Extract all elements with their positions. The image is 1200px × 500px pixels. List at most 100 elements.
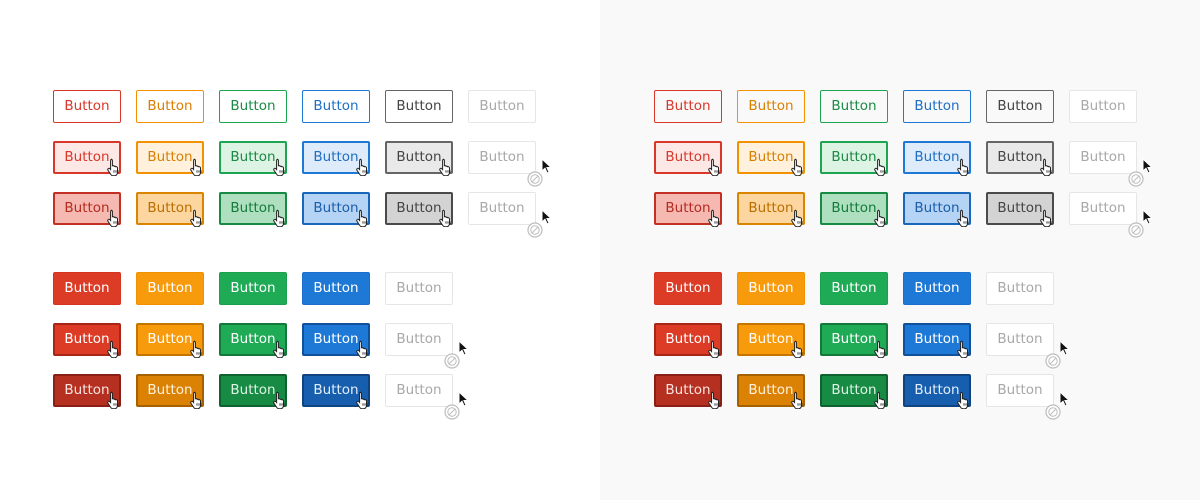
filled-blue-button-default[interactable]: Button — [302, 272, 370, 305]
button-label: Button — [748, 280, 794, 296]
filled-green-button-active[interactable]: Button — [820, 374, 888, 407]
filled-orange-button-active[interactable]: Button — [136, 374, 204, 407]
button-label: Button — [230, 280, 276, 296]
outline-blue-button-hover[interactable]: Button — [302, 141, 370, 174]
outline-orange-button-active[interactable]: Button — [136, 192, 204, 225]
button-label: Button — [313, 382, 359, 398]
outline-gray-button-hover[interactable]: Button — [385, 141, 453, 174]
button-label: Button — [64, 98, 110, 114]
button-label: Button — [147, 149, 193, 165]
button-label: Button — [230, 382, 276, 398]
button-label: Button — [997, 382, 1043, 398]
filled-red-button-hover[interactable]: Button — [53, 323, 121, 356]
button-label: Button — [64, 149, 110, 165]
outline-disabled-button-hover: Button — [468, 141, 536, 174]
outline-blue-button-active[interactable]: Button — [302, 192, 370, 225]
outline-gray-button-active[interactable]: Button — [385, 192, 453, 225]
filled-green-button-default[interactable]: Button — [820, 272, 888, 305]
button-label: Button — [831, 98, 877, 114]
outline-blue-button-hover[interactable]: Button — [903, 141, 971, 174]
button-label: Button — [313, 149, 359, 165]
button-label: Button — [914, 382, 960, 398]
button-label: Button — [147, 280, 193, 296]
outline-red-button-hover[interactable]: Button — [53, 141, 121, 174]
outline-disabled-button-default: Button — [468, 90, 536, 123]
button-label: Button — [1080, 98, 1126, 114]
button-label: Button — [313, 200, 359, 216]
button-label: Button — [396, 149, 442, 165]
filled-blue-button-hover[interactable]: Button — [903, 323, 971, 356]
button-label: Button — [665, 280, 711, 296]
filled-red-button-active[interactable]: Button — [53, 374, 121, 407]
button-label: Button — [748, 98, 794, 114]
filled-disabled-button-hover: Button — [986, 323, 1054, 356]
button-label: Button — [748, 149, 794, 165]
filled-red-button-default[interactable]: Button — [654, 272, 722, 305]
outline-green-button-active[interactable]: Button — [820, 192, 888, 225]
outline-orange-button-active[interactable]: Button — [737, 192, 805, 225]
filled-orange-button-hover[interactable]: Button — [136, 323, 204, 356]
button-label: Button — [831, 280, 877, 296]
outline-gray-button-default[interactable]: Button — [986, 90, 1054, 123]
filled-orange-button-default[interactable]: Button — [737, 272, 805, 305]
outline-gray-button-default[interactable]: Button — [385, 90, 453, 123]
outline-blue-button-active[interactable]: Button — [903, 192, 971, 225]
filled-green-button-hover[interactable]: Button — [820, 323, 888, 356]
filled-red-button-active[interactable]: Button — [654, 374, 722, 407]
button-label: Button — [396, 200, 442, 216]
button-label: Button — [665, 98, 711, 114]
outline-gray-button-hover[interactable]: Button — [986, 141, 1054, 174]
outline-blue-button-default[interactable]: Button — [302, 90, 370, 123]
button-label: Button — [230, 331, 276, 347]
filled-disabled-button-default: Button — [385, 272, 453, 305]
outline-orange-button-hover[interactable]: Button — [737, 141, 805, 174]
button-label: Button — [230, 200, 276, 216]
button-label: Button — [997, 98, 1043, 114]
filled-blue-button-default[interactable]: Button — [903, 272, 971, 305]
button-label: Button — [665, 331, 711, 347]
filled-disabled-button-active: Button — [986, 374, 1054, 407]
filled-blue-button-active[interactable]: Button — [302, 374, 370, 407]
outline-red-button-default[interactable]: Button — [53, 90, 121, 123]
button-label: Button — [831, 149, 877, 165]
filled-orange-button-hover[interactable]: Button — [737, 323, 805, 356]
button-label: Button — [313, 280, 359, 296]
outline-green-button-default[interactable]: Button — [219, 90, 287, 123]
button-label: Button — [313, 98, 359, 114]
filled-blue-button-hover[interactable]: Button — [302, 323, 370, 356]
button-label: Button — [147, 200, 193, 216]
button-label: Button — [914, 98, 960, 114]
outline-green-button-active[interactable]: Button — [219, 192, 287, 225]
button-label: Button — [64, 382, 110, 398]
outline-green-button-hover[interactable]: Button — [219, 141, 287, 174]
button-label: Button — [997, 200, 1043, 216]
outline-orange-button-hover[interactable]: Button — [136, 141, 204, 174]
outline-orange-button-default[interactable]: Button — [136, 90, 204, 123]
filled-green-button-active[interactable]: Button — [219, 374, 287, 407]
button-label: Button — [831, 200, 877, 216]
outline-red-button-default[interactable]: Button — [654, 90, 722, 123]
outline-red-button-active[interactable]: Button — [53, 192, 121, 225]
button-label: Button — [914, 331, 960, 347]
button-label: Button — [230, 98, 276, 114]
outline-red-button-active[interactable]: Button — [654, 192, 722, 225]
outline-gray-button-active[interactable]: Button — [986, 192, 1054, 225]
button-label: Button — [831, 382, 877, 398]
button-label: Button — [665, 200, 711, 216]
filled-green-button-hover[interactable]: Button — [219, 323, 287, 356]
filled-green-button-default[interactable]: Button — [219, 272, 287, 305]
outline-orange-button-default[interactable]: Button — [737, 90, 805, 123]
outline-green-button-default[interactable]: Button — [820, 90, 888, 123]
filled-blue-button-active[interactable]: Button — [903, 374, 971, 407]
button-label: Button — [64, 331, 110, 347]
button-label: Button — [230, 149, 276, 165]
filled-orange-button-default[interactable]: Button — [136, 272, 204, 305]
button-label: Button — [396, 280, 442, 296]
filled-orange-button-active[interactable]: Button — [737, 374, 805, 407]
filled-red-button-default[interactable]: Button — [53, 272, 121, 305]
outline-red-button-hover[interactable]: Button — [654, 141, 722, 174]
filled-red-button-hover[interactable]: Button — [654, 323, 722, 356]
outline-green-button-hover[interactable]: Button — [820, 141, 888, 174]
button-label: Button — [313, 331, 359, 347]
outline-blue-button-default[interactable]: Button — [903, 90, 971, 123]
